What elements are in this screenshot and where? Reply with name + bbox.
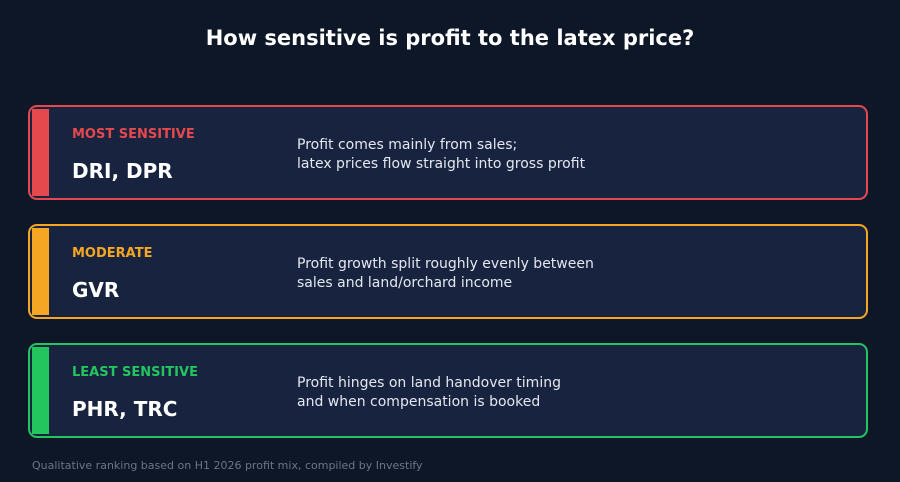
card: MOST SENSITIVE DRI, DPR Profit comes mainl… — [28, 105, 868, 200]
level-label: MODERATE — [72, 246, 153, 261]
tickers: GVR — [72, 278, 120, 302]
description: Profit growth split roughly evenly betwe… — [297, 255, 594, 293]
card: LEAST SENSITIVE PHR, TRC Profit hinges on … — [28, 343, 868, 438]
level-label: MOST SENSITIVE — [72, 127, 195, 142]
description-line: sales and land/orchard income — [297, 275, 513, 291]
accent-bar — [32, 347, 49, 434]
level-label: LEAST SENSITIVE — [72, 365, 198, 380]
card: MODERATE GVR Profit growth split roughly e… — [28, 224, 868, 319]
description: Profit comes mainly from sales; latex pri… — [297, 136, 585, 174]
description-line: Profit hinges on land handover timing — [297, 375, 561, 391]
footnote: Qualitative ranking based on H1 2026 pro… — [32, 459, 423, 472]
accent-bar — [32, 228, 49, 315]
description-line: and when compensation is booked — [297, 394, 541, 410]
title: How sensitive is profit to the latex pri… — [205, 26, 695, 50]
tickers: DRI, DPR — [72, 159, 173, 183]
description: Profit hinges on land handover timing and… — [297, 374, 561, 412]
description-line: Profit growth split roughly evenly betwe… — [297, 256, 594, 272]
description-line: Profit comes mainly from sales; — [297, 137, 518, 153]
description-line: latex prices flow straight into gross pr… — [297, 156, 586, 172]
accent-bar — [32, 109, 49, 196]
tickers: PHR, TRC — [72, 397, 178, 421]
